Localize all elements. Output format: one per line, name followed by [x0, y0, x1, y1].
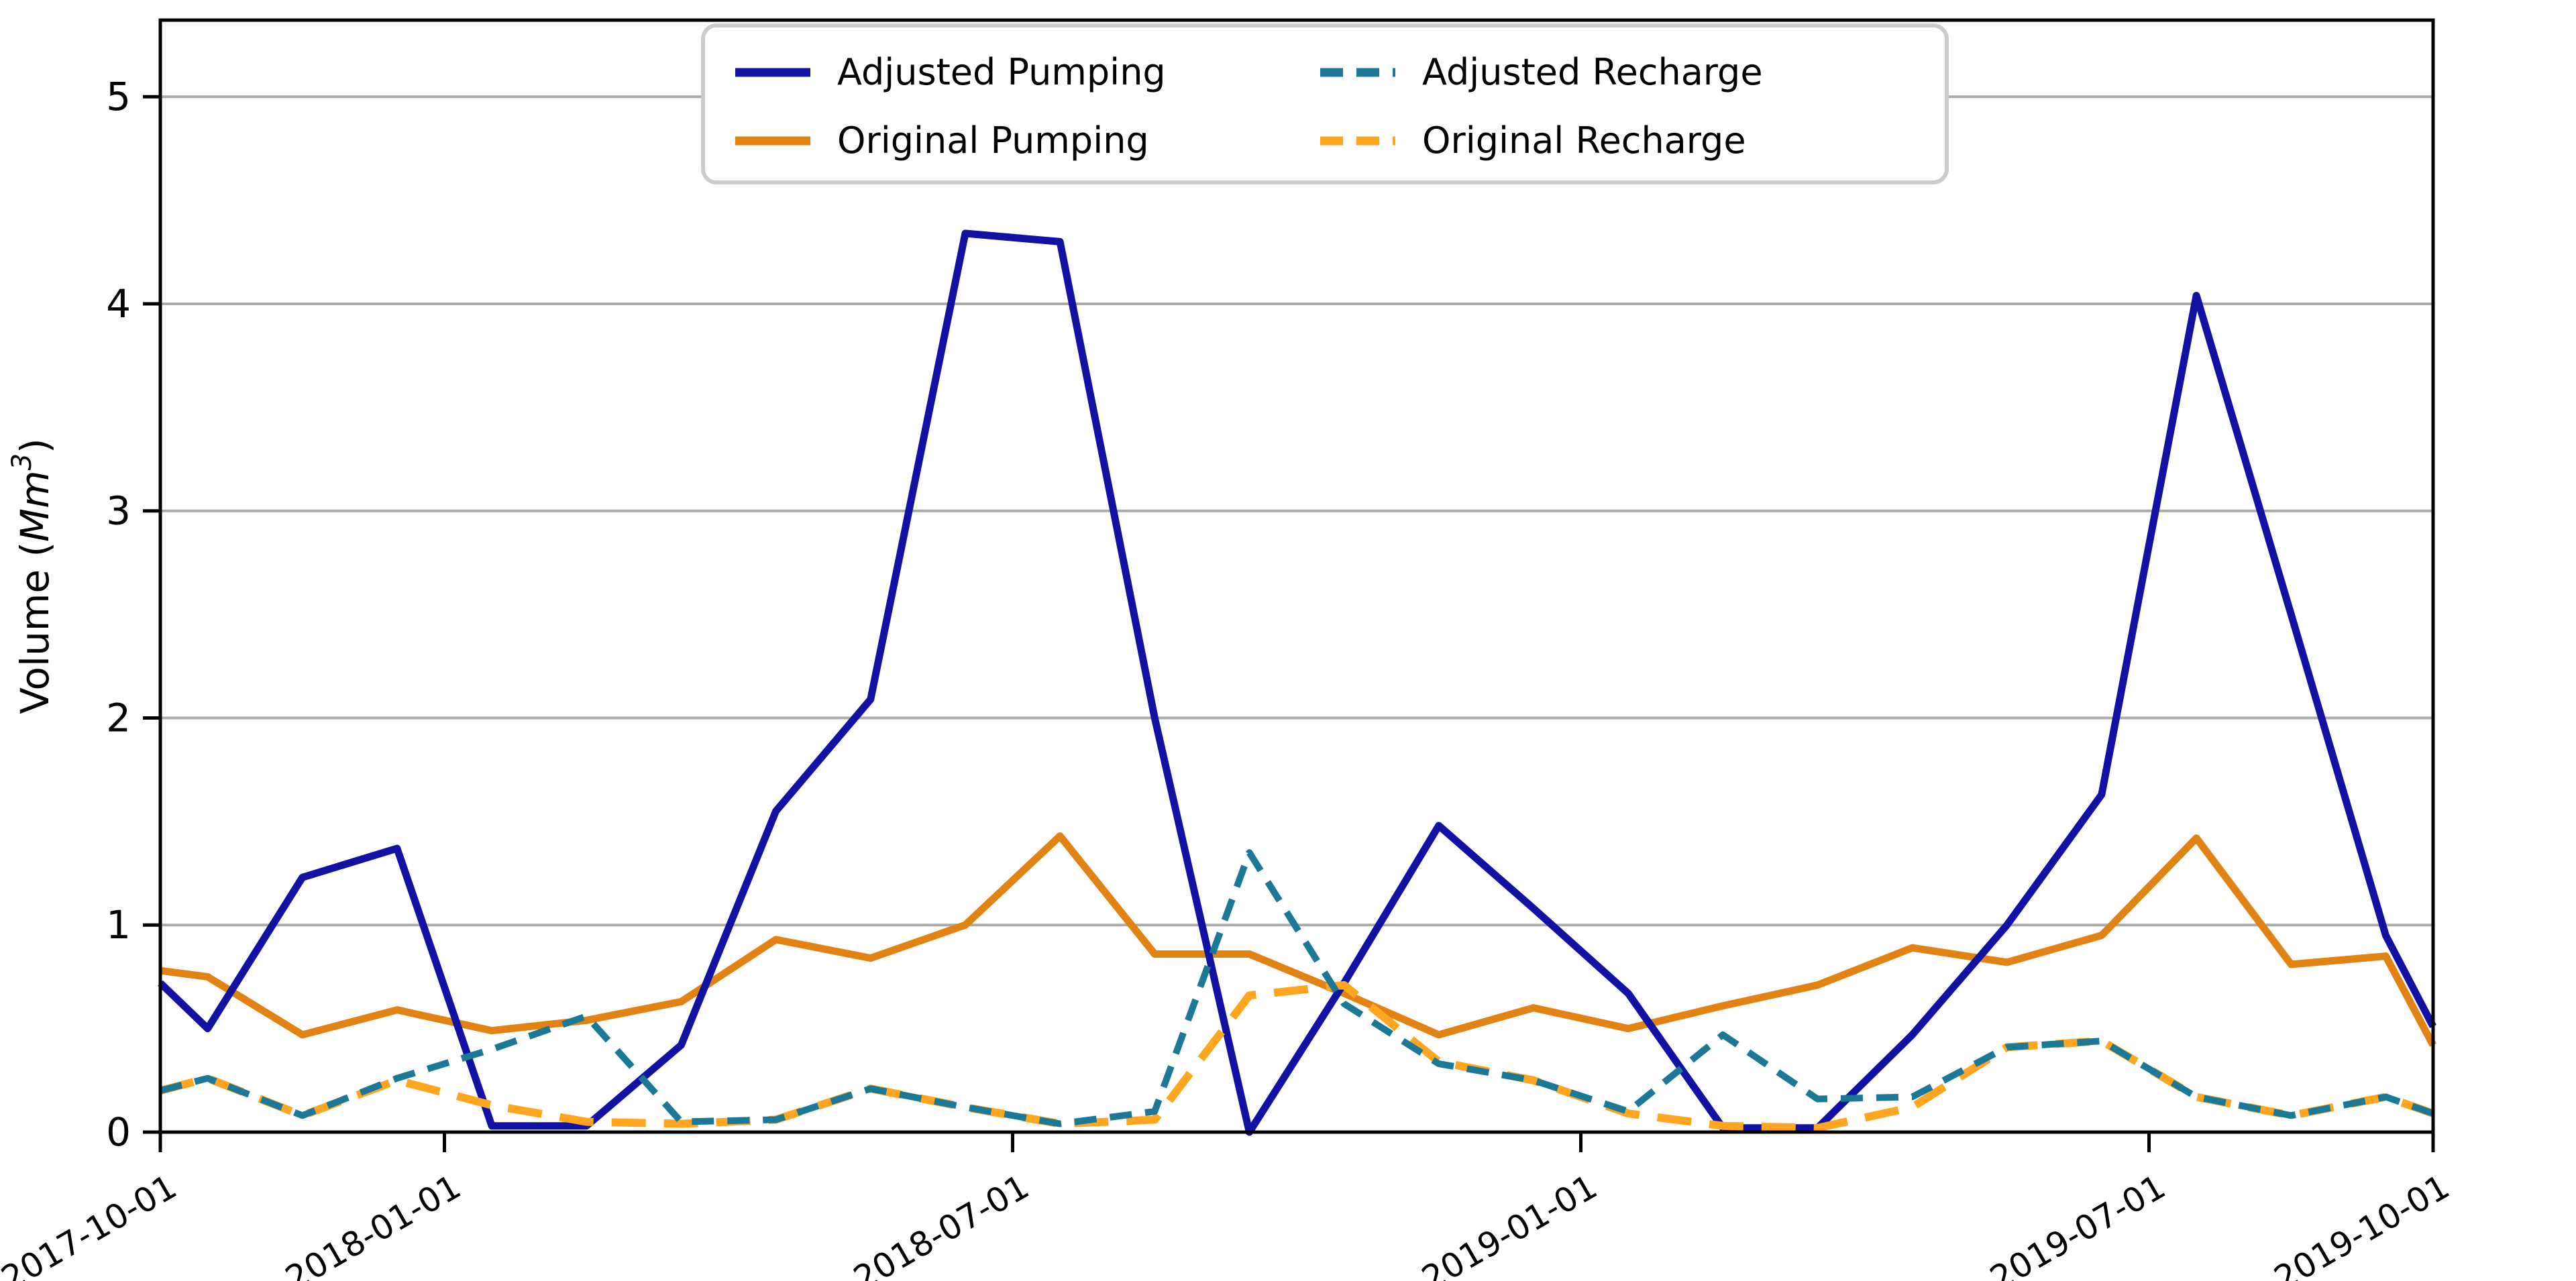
legend-box: [701, 23, 1949, 184]
y-axis-label: Volume (Mm3): [7, 438, 58, 714]
y-tick-label-5: 5: [106, 74, 131, 119]
series-original_pumping: [160, 832, 2436, 1047]
legend-item-adjusted-recharge: Adjusted Recharge: [1320, 51, 1763, 93]
y-tick-label-0: 0: [106, 1109, 131, 1155]
axes-frame: [158, 18, 2435, 1134]
legend-label: Adjusted Pumping: [837, 51, 1166, 93]
y-tick-label-3: 3: [106, 488, 131, 534]
series-adjusted_pumping: [158, 229, 2436, 1136]
legend: Adjusted Pumping Original Pumping Adjusted…: [701, 23, 1949, 184]
legend-label: Original Pumping: [837, 119, 1149, 162]
legend-label: Original Recharge: [1422, 119, 1746, 162]
series-adjusted_recharge: [159, 849, 2434, 1127]
legend-label: Adjusted Recharge: [1422, 51, 1763, 93]
y-axis: 0 1 2 3 4 5: [106, 74, 160, 1155]
legend-item-original-pumping: Original Pumping: [735, 119, 1149, 162]
y-tick-label-4: 4: [106, 281, 131, 327]
y-tick-label-1: 1: [106, 902, 131, 948]
y-tick-label-2: 2: [106, 695, 131, 740]
legend-item-adjusted-pumping: Adjusted Pumping: [735, 51, 1166, 93]
series-lines: [158, 229, 2436, 1136]
legend-item-original-recharge: Original Recharge: [1320, 119, 1746, 162]
